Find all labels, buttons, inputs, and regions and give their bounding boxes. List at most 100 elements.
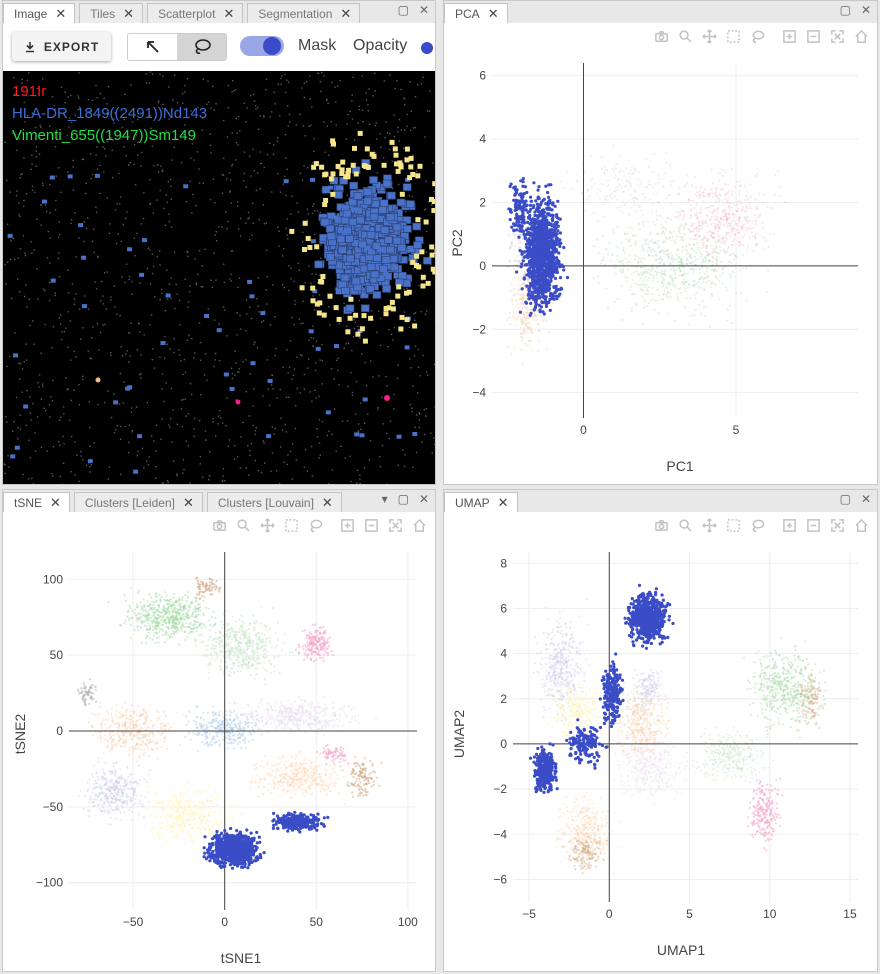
- data-point: [538, 329, 541, 332]
- tab-tiles[interactable]: Tiles ✕: [79, 3, 144, 23]
- nucleus: [208, 478, 210, 481]
- tab-pca[interactable]: PCA ✕: [444, 3, 508, 23]
- data-point: [621, 191, 624, 194]
- segmented-cell: [389, 299, 395, 305]
- maximize-icon[interactable]: ▢: [397, 3, 409, 17]
- data-point: [510, 283, 513, 286]
- data-point: [719, 249, 722, 252]
- segmented-cell: [410, 172, 416, 177]
- nucleus: [130, 411, 133, 413]
- nucleus: [70, 359, 72, 361]
- nucleus: [50, 395, 52, 398]
- image-toolbar: EXPORT Mask Opacity: [3, 23, 435, 71]
- data-point: [511, 299, 514, 302]
- segmented-cell: [372, 254, 382, 262]
- nucleus: [130, 84, 132, 86]
- nucleus: [365, 92, 367, 94]
- nucleus: [168, 283, 171, 285]
- data-point: [598, 282, 601, 285]
- data-point: [530, 332, 534, 335]
- data-point: [714, 191, 717, 194]
- selected-point: [547, 286, 551, 290]
- data-point: [702, 306, 705, 309]
- opacity-slider-thumb[interactable]: [421, 42, 433, 54]
- nucleus: [154, 296, 156, 298]
- close-icon[interactable]: ✕: [123, 5, 135, 21]
- zoom-out-icon[interactable]: [805, 28, 821, 44]
- data-point: [724, 198, 727, 201]
- data-point: [648, 198, 651, 201]
- nucleus: [380, 317, 382, 320]
- pan-icon[interactable]: [701, 28, 717, 44]
- tab-scatterplot[interactable]: Scatterplot ✕: [147, 3, 244, 23]
- data-point: [684, 281, 687, 284]
- tab-image[interactable]: Image ✕: [3, 3, 76, 23]
- nucleus: [308, 125, 310, 128]
- data-point: [734, 233, 737, 236]
- channel-label: HLA-DR_1849((2491))Nd143: [12, 105, 208, 122]
- nucleus: [225, 211, 227, 213]
- nucleus: [435, 273, 436, 274]
- close-icon[interactable]: ✕: [340, 5, 352, 21]
- close-icon[interactable]: ✕: [223, 5, 235, 21]
- data-point: [744, 229, 748, 232]
- nucleus: [274, 103, 276, 105]
- nucleus: [96, 146, 98, 148]
- autoscale-icon[interactable]: [829, 28, 845, 44]
- data-point: [738, 189, 741, 193]
- nucleus: [46, 257, 49, 259]
- data-point: [722, 235, 725, 238]
- lasso-tool-button[interactable]: [177, 34, 226, 60]
- data-point: [673, 258, 676, 261]
- mask-toggle[interactable]: [240, 36, 284, 56]
- data-point: [631, 172, 634, 175]
- data-point: [516, 260, 519, 263]
- data-point: [695, 230, 698, 233]
- data-point: [512, 294, 515, 297]
- image-viewer[interactable]: 191Ir HLA-DR_1849((2491))Nd143 Vimenti_6…: [3, 71, 436, 484]
- tissue-image-canvas[interactable]: [3, 71, 436, 484]
- nucleus: [67, 171, 69, 173]
- nucleus: [312, 295, 314, 297]
- data-point: [525, 317, 528, 320]
- reset-axes-icon[interactable]: [853, 28, 869, 44]
- data-point: [744, 226, 747, 229]
- export-button[interactable]: EXPORT: [12, 32, 111, 61]
- data-point: [746, 221, 750, 224]
- nucleus: [212, 178, 214, 180]
- data-point: [716, 259, 719, 262]
- data-point: [637, 184, 640, 187]
- nucleus: [135, 134, 138, 136]
- data-point: [731, 253, 734, 256]
- data-point: [607, 242, 610, 245]
- box-select-icon[interactable]: [725, 28, 741, 44]
- data-point: [681, 238, 685, 241]
- nucleus: [231, 91, 233, 93]
- zoom-icon[interactable]: [677, 28, 693, 44]
- nucleus: [221, 226, 223, 228]
- maximize-icon[interactable]: ▢: [839, 3, 851, 17]
- data-point: [686, 250, 689, 253]
- close-icon[interactable]: ✕: [418, 3, 429, 17]
- data-point: [648, 254, 651, 257]
- camera-icon[interactable]: [653, 28, 669, 44]
- nucleus: [168, 424, 170, 426]
- segmented-cell: [399, 314, 405, 320]
- nucleus: [82, 375, 84, 378]
- segmented-cell: [23, 404, 29, 409]
- selected-point: [560, 263, 564, 267]
- tab-segmentation[interactable]: Segmentation ✕: [247, 3, 361, 23]
- pointer-tool-button[interactable]: [128, 34, 177, 60]
- segmented-cell: [42, 199, 47, 204]
- nucleus: [281, 255, 284, 257]
- data-point: [652, 280, 655, 283]
- close-icon[interactable]: ✕: [860, 3, 871, 17]
- data-point: [509, 246, 512, 249]
- close-icon[interactable]: ✕: [487, 5, 499, 21]
- data-point: [642, 224, 645, 227]
- lasso-icon[interactable]: [749, 28, 765, 44]
- data-point: [529, 329, 532, 332]
- zoom-in-icon[interactable]: [781, 28, 797, 44]
- close-icon[interactable]: ✕: [55, 5, 67, 21]
